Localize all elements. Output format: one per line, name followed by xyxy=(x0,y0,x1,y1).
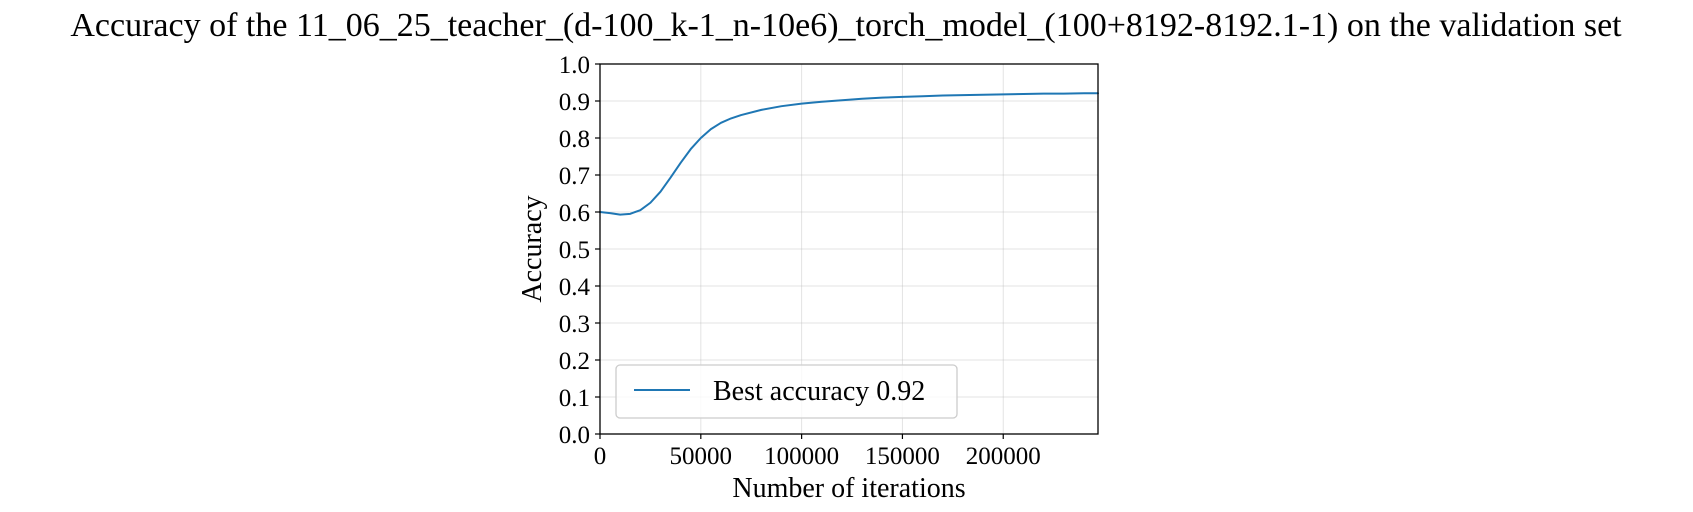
chart-title: Accuracy of the 11_06_25_teacher_(d-100_… xyxy=(70,7,1622,44)
x-tick-label: 150000 xyxy=(865,443,940,470)
y-tick-label: 0.0 xyxy=(559,422,590,449)
y-tick-label: 0.3 xyxy=(559,311,590,338)
series-line-0 xyxy=(599,92,1099,216)
legend-label: Best accuracy 0.92 xyxy=(713,376,925,407)
y-tick-label: 0.5 xyxy=(559,237,590,264)
y-axis-label: Accuracy xyxy=(517,195,548,302)
x-tick-label: 100000 xyxy=(764,443,839,470)
y-tick-label: 0.6 xyxy=(559,200,590,227)
legend: Best accuracy 0.92 xyxy=(615,364,958,419)
y-tick-label: 0.2 xyxy=(559,348,590,375)
y-tick-label: 0.1 xyxy=(559,385,590,412)
x-tick-label: 200000 xyxy=(966,443,1041,470)
y-axis: 0.0 0.1 0.2 0.3 0.4 0.5 0.6 0.7 0.8 0.9 1.0 xyxy=(559,52,600,449)
legend-box xyxy=(615,364,958,419)
x-tick-label: 50000 xyxy=(670,443,733,470)
y-tick-label: 0.4 xyxy=(559,274,591,301)
x-tick-label: 0 xyxy=(594,443,607,470)
y-tick-label: 0.9 xyxy=(559,89,590,116)
y-tick-label: 0.8 xyxy=(559,126,590,153)
plot-lines xyxy=(599,92,1099,216)
y-tick-label: 1.0 xyxy=(559,52,590,79)
y-tick-label: 0.7 xyxy=(559,163,590,190)
x-axis: 0 50000 100000 150000 200000 xyxy=(594,434,1041,470)
x-axis-label: Number of iterations xyxy=(732,473,965,504)
